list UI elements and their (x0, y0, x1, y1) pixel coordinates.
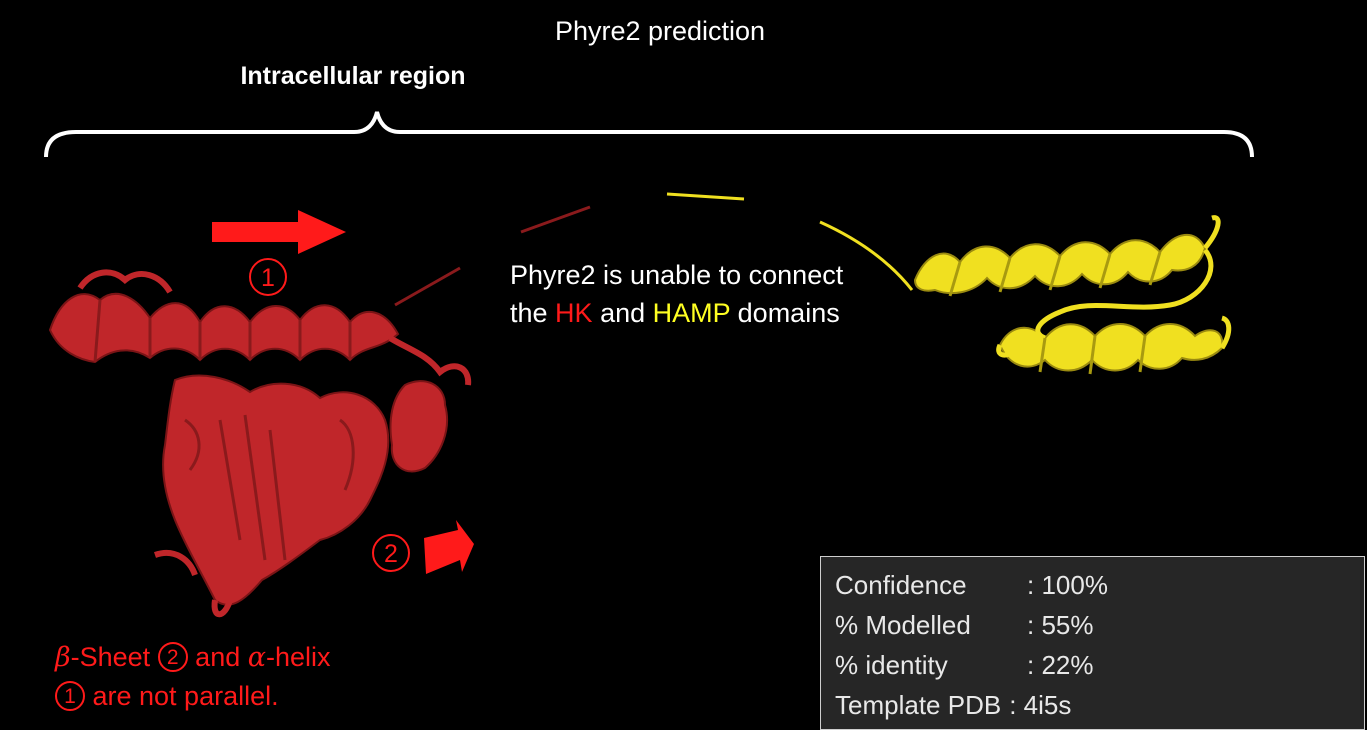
stat-value: : 4i5s (1009, 690, 1072, 720)
stat-value: : 100% (1027, 570, 1108, 600)
marker-1: 1 (249, 258, 287, 296)
note-marker-2: 2 (157, 642, 188, 672)
hamp-label: HAMP (652, 298, 731, 328)
stat-label: % identity (835, 650, 948, 680)
hk-helix-stripes (93, 299, 355, 561)
message-suffix: domains (730, 298, 840, 328)
connection-message: Phyre2 is unable to connect the HK and H… (510, 256, 843, 332)
stat-row: Confidence : 100% (835, 567, 1364, 607)
note-part-4: are not parallel. (85, 681, 279, 711)
beta-symbol: β (55, 642, 71, 673)
stat-label: Template PDB (835, 690, 1002, 720)
hamp-loops (996, 215, 1232, 358)
arrow-1-shape (212, 210, 346, 254)
stat-value: : 22% (1027, 650, 1094, 680)
message-and: and (592, 298, 653, 328)
hamp-helix-stripes (948, 251, 1162, 375)
hamp-linker-a (666, 192, 745, 201)
hk-linker-a (394, 266, 461, 307)
stat-row: % identity : 22% (835, 647, 1364, 687)
message-prefix: the (510, 298, 556, 328)
message-line-1: Phyre2 is unable to connect (510, 260, 844, 290)
stat-row: Template PDB: 4i5s (835, 687, 1364, 727)
stat-value: : 55% (1027, 610, 1094, 640)
note-part-2: and (187, 642, 248, 672)
note-marker-1: 1 (55, 681, 85, 711)
figure-title: Phyre2 prediction (554, 16, 766, 46)
prediction-stats-box: Confidence : 100% % Modelled : 55% % ident… (820, 556, 1365, 730)
alpha-symbol: α (247, 642, 266, 673)
hk-linker-b (520, 205, 591, 234)
stat-label: % Modelled (835, 610, 971, 640)
arrow-2-shape (424, 520, 474, 574)
hk-label: HK (555, 298, 593, 328)
note-line-2: 1 are not parallel. (55, 677, 331, 715)
hamp-domain-structure (913, 233, 1224, 372)
hamp-linker-b (819, 220, 914, 291)
marker-2: 2 (372, 534, 410, 572)
stat-row: % Modelled : 55% (835, 607, 1364, 647)
note-part-3: -helix (265, 642, 331, 672)
note-part-1: -Sheet (70, 642, 158, 672)
region-bracket (44, 111, 1254, 158)
note-line-1: β-Sheet 2 and α-helix (55, 638, 331, 677)
region-label: Intracellular region (240, 62, 466, 90)
parallel-note: β-Sheet 2 and α-helix 1 are not parallel… (55, 638, 331, 715)
stat-label: Confidence (835, 570, 967, 600)
message-line-2: the HK and HAMP domains (510, 294, 843, 332)
